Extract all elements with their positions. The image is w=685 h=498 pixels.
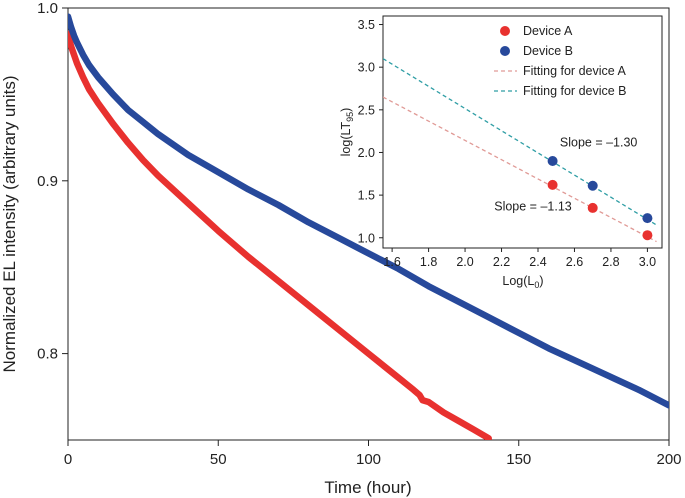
inset-y-label-sub: 95 — [345, 112, 355, 122]
inset-point-device-b — [642, 213, 653, 224]
inset-y-tick-label: 3.5 — [358, 18, 375, 32]
main-series-line-device-a — [68, 30, 492, 440]
inset-fit-lines — [383, 58, 657, 243]
inset-y-label-end: ) — [339, 108, 353, 112]
inset-x-axis-label: Log(L0) — [502, 274, 543, 290]
inset-point-device-b — [547, 156, 558, 166]
legend-label-device-b: Device B — [523, 44, 573, 58]
main-y-axis-label: Normalized EL intensity (arbitrary units… — [0, 76, 19, 373]
main-x-tick-label: 0 — [64, 451, 72, 468]
main-y-tick-label: 0.8 — [37, 346, 58, 363]
inset-x-tick-label: 2.2 — [493, 255, 510, 269]
main-x-axis-label: Time (hour) — [324, 478, 411, 497]
inset-x-tick-label: 2.4 — [529, 255, 546, 269]
inset-x-tick-label: 2.8 — [602, 255, 619, 269]
main-y-tick-label: 0.9 — [37, 173, 58, 190]
inset-x-tick-label: 2.6 — [566, 255, 583, 269]
inset-y-tick-label: 3.0 — [358, 61, 375, 75]
inset-y-axis-label: log(LT95) — [339, 108, 355, 157]
main-series-layer — [68, 13, 669, 440]
main-y-ticks: 0.8 0.9 1.0 — [37, 0, 68, 363]
inset-point-device-a — [547, 179, 558, 190]
legend-marker-device-a — [500, 26, 510, 36]
inset-x-label-sub: 0 — [534, 280, 539, 290]
inset-slope-annotation: Slope = –1.30 — [560, 136, 638, 150]
main-x-tick-label: 200 — [656, 451, 681, 468]
inset-fit-line-fitting-for-device-b — [383, 58, 657, 226]
main-x-tick-label: 100 — [356, 451, 381, 468]
inset-x-ticks: 1.6 1.8 2.0 2.2 2.4 2.6 2.8 3.0 — [383, 248, 656, 269]
main-x-ticks: 0 50 100 150 200 — [64, 440, 682, 468]
inset-background — [383, 16, 662, 248]
main-x-tick-label: 150 — [506, 451, 531, 468]
inset-fit-line-fitting-for-device-a — [383, 96, 657, 243]
inset-y-tick-label: 2.0 — [358, 146, 375, 160]
inset-point-device-a — [587, 202, 598, 213]
inset-annotations: Slope = –1.30 Slope = –1.13 — [494, 136, 637, 214]
inset-y-ticks: 1.0 1.5 2.0 2.5 3.0 3.5 — [358, 18, 383, 245]
inset-x-tick-label: 1.6 — [383, 255, 400, 269]
inset-point-device-a — [642, 230, 653, 241]
inset-x-tick-label: 3.0 — [639, 255, 656, 269]
main-y-tick-label: 1.0 — [37, 0, 58, 17]
inset-point-device-b — [587, 180, 598, 191]
inset-x-tick-label: 2.0 — [456, 255, 473, 269]
inset-y-tick-label: 1.5 — [358, 189, 375, 203]
legend-label-device-a: Device A — [523, 24, 573, 38]
legend-label-fit-a: Fitting for device A — [523, 64, 626, 78]
inset-x-tick-label: 1.8 — [420, 255, 437, 269]
main-series-line-device-b — [68, 13, 669, 409]
inset-y-label-main: log(LT — [339, 121, 353, 156]
inset-y-tick-label: 2.5 — [358, 103, 375, 117]
legend-marker-device-b — [500, 46, 510, 56]
inset-plot-frame — [382, 15, 663, 249]
inset-legend: Device A Device B Fitting for device A F… — [494, 24, 627, 98]
legend-label-fit-b: Fitting for device B — [523, 84, 627, 98]
main-x-tick-label: 50 — [210, 451, 227, 468]
inset-points — [547, 156, 653, 241]
inset-x-label-end: ) — [539, 274, 543, 288]
inset-slope-annotation: Slope = –1.13 — [494, 199, 572, 213]
inset-y-tick-label: 1.0 — [358, 231, 375, 245]
inset-x-label-main: Log(L — [502, 274, 534, 288]
inset-chart: 1.6 1.8 2.0 2.2 2.4 2.6 2.8 3.0 1.0 1.5 2.0 2.5 3.0… — [339, 15, 663, 290]
